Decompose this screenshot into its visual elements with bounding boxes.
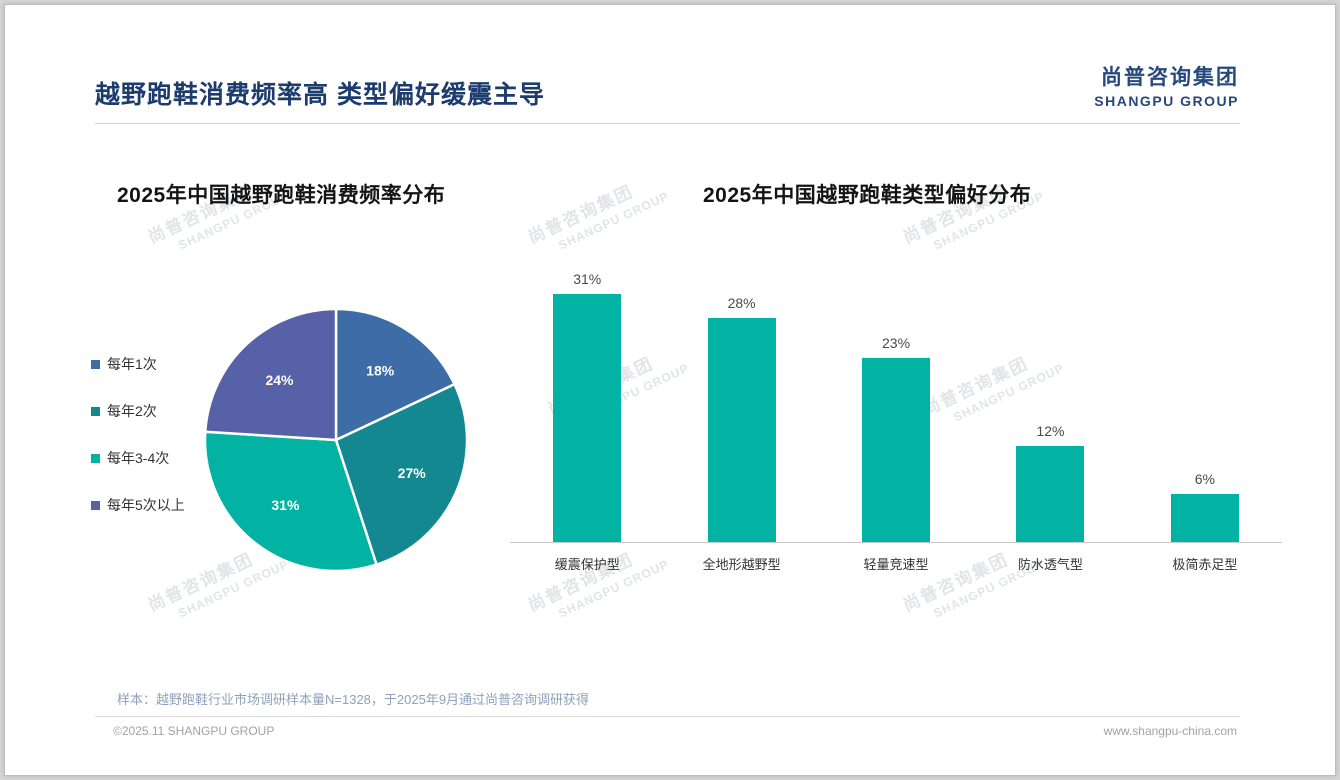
bar-category-label: 防水透气型 [1017, 557, 1083, 572]
legend-item: 每年1次 [91, 354, 185, 374]
legend-label: 每年1次 [107, 356, 157, 372]
bar-category-label: 缓震保护型 [554, 557, 620, 572]
pie-slice-4 [203, 307, 338, 442]
bar [1016, 446, 1085, 542]
bar [553, 294, 622, 542]
logo-english-text: SHANGPU GROUP [1094, 93, 1239, 109]
legend-swatch [91, 406, 100, 416]
bar-value-label: 31% [573, 271, 602, 287]
pie-slice-1 [334, 307, 457, 442]
pie-chart-title: 2025年中国越野跑鞋消费频率分布 [117, 184, 446, 207]
pie-chart: 18% 27% 31% 24% [203, 307, 469, 573]
pie-data-label: 24% [265, 372, 294, 388]
legend-label: 每年5次以上 [107, 497, 185, 513]
legend-swatch [91, 453, 100, 463]
bar-category-label: 轻量竞速型 [863, 557, 929, 572]
copyright-text: ©2025.11 SHANGPU GROUP [113, 724, 275, 738]
bar-category-label: 全地形越野型 [702, 557, 781, 572]
legend-swatch [91, 359, 100, 369]
legend-item: 每年5次以上 [91, 495, 185, 515]
bar-value-label: 28% [727, 295, 756, 311]
bar-category-label: 极简赤足型 [1172, 557, 1238, 572]
sample-note: 样本：越野跑鞋行业市场调研样本量N=1328，于2025年9月通过尚普咨询调研获… [117, 692, 590, 707]
slide: 尚普咨询集团 SHANGPU GROUP 尚普咨询集团 SHANGPU GROUP 尚普… [4, 4, 1336, 776]
legend-label: 每年3-4次 [107, 450, 170, 466]
bar [707, 318, 776, 542]
legend-swatch [91, 500, 100, 510]
legend-label: 每年2次 [107, 403, 157, 419]
bar-plot-area: 31% 28% 23% 12% 6% [510, 271, 1282, 543]
header-divider [95, 123, 1240, 124]
page-title: 越野跑鞋消费频率高 类型偏好缓震主导 [95, 81, 545, 109]
pie-legend: 每年1次每年2次每年3-4次 每年5次以上 [91, 354, 185, 542]
bar-column: 6% [1128, 471, 1282, 542]
pie-slice-3 [203, 430, 379, 573]
footer-divider [95, 716, 1240, 717]
pie-data-label: 27% [398, 465, 427, 481]
bar-column: 12% [973, 423, 1127, 542]
slide-content: 越野跑鞋消费频率高 类型偏好缓震主导 尚普咨询集团 SHANGPU GROUP … [5, 5, 1335, 775]
bar [1170, 494, 1239, 542]
company-logo: 尚普咨询集团 SHANGPU GROUP [1094, 61, 1239, 109]
bar-category-axis: 缓震保护型 全地形越野型 轻量竞速型 防水透气型 极简赤足型 [510, 543, 1282, 573]
bar-column: 23% [819, 335, 973, 542]
bar-value-label: 23% [882, 335, 911, 351]
pie-slice-2 [334, 382, 469, 567]
bar-column: 31% [510, 271, 664, 542]
bar-chart-title: 2025年中国越野跑鞋类型偏好分布 [703, 184, 1032, 207]
bar [862, 358, 931, 542]
legend-item: 每年3-4次 [91, 448, 185, 468]
website-text: www.shangpu-china.com [1103, 724, 1237, 738]
pie-data-label: 18% [366, 362, 395, 378]
bar-column: 28% [664, 295, 818, 542]
bar-chart: 31% 28% 23% 12% 6% 缓震保护型 全地形越野型 轻量竞速型 防水透气型 极简赤足… [510, 271, 1282, 573]
legend-item: 每年2次 [91, 401, 185, 421]
logo-chinese-text: 尚普咨询集团 [1101, 66, 1239, 89]
bar-value-label: 12% [1036, 423, 1065, 439]
pie-data-label: 31% [271, 497, 300, 513]
bar-value-label: 6% [1194, 471, 1215, 487]
